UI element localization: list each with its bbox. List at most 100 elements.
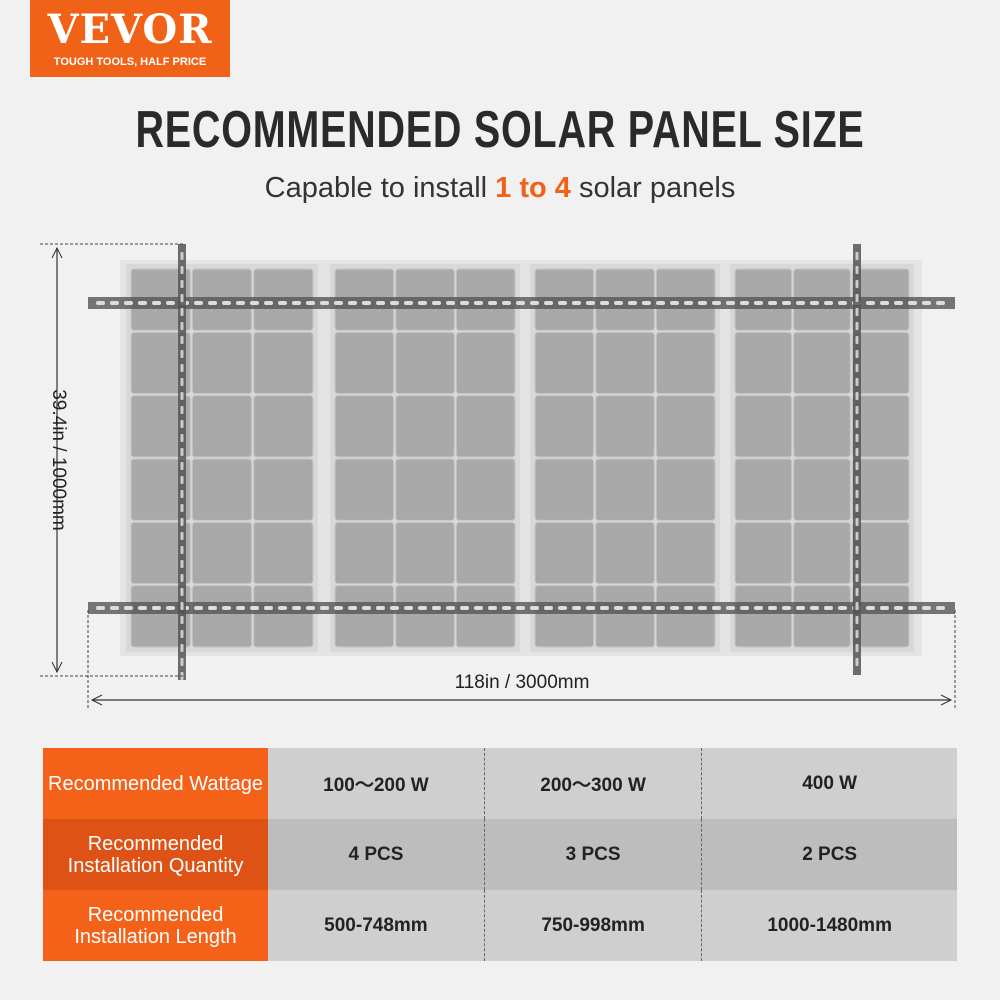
solar-cell [734,521,793,585]
rail-slot [894,301,903,305]
rail-slot [362,301,371,305]
solar-cell [130,585,191,648]
bracket-slot [180,294,184,302]
solar-cell [595,395,655,458]
solar-cell [395,395,455,458]
rail-slot [684,606,693,610]
bracket-slot [180,658,184,666]
solar-cell [130,331,191,395]
solar-cell [534,458,595,521]
solar-cell [793,331,851,395]
recommendation-table: Recommended Wattage 100～200 W 200～300 W … [43,748,957,961]
rail-slot [110,301,119,305]
solar-cell [395,521,455,585]
bracket-slot [180,476,184,484]
bracket-slot [855,280,859,288]
rail-slot [810,606,819,610]
rail-slot [572,606,581,610]
row-header: Recommended Wattage [43,748,268,819]
rail-slot [432,301,441,305]
rail-slot [488,301,497,305]
rail-slot [530,301,539,305]
bracket-slot [180,532,184,540]
rail-slot [502,301,511,305]
bracket-slot [855,658,859,666]
solar-cell [851,395,910,458]
rail-slot [824,606,833,610]
subtitle-highlight: 1 to 4 [495,172,571,204]
solar-cell [253,521,314,585]
rail-slot [810,301,819,305]
table-cell: 500-748mm [268,890,485,961]
rail-slot [208,301,217,305]
bracket-slot [855,378,859,386]
bracket-slot [180,490,184,498]
table-row: Recommended Installation Length 500-748m… [43,890,957,961]
rail-slot [278,606,287,610]
bracket-slot [855,420,859,428]
rail-slot [754,301,763,305]
rail-slot [516,301,525,305]
rail-slot [194,606,203,610]
rail-slot [740,301,749,305]
bracket-slot [180,462,184,470]
bracket-slot [180,588,184,596]
rail-slot [96,301,105,305]
solar-cell [334,585,395,648]
rail-slot [348,606,357,610]
table-cell: 100～200 W [268,748,485,819]
rail-slot [740,606,749,610]
solar-cell [191,395,253,458]
bracket-slot [180,280,184,288]
rail-slot [236,606,245,610]
solar-cell [595,521,655,585]
solar-cell [793,395,851,458]
height-dimension-label: 39.4in / 1000mm [48,389,69,531]
solar-cell [595,458,655,521]
rail-slot [348,301,357,305]
rail-slot [880,301,889,305]
rail-slot [768,301,777,305]
rail-slot [138,301,147,305]
solar-cell [851,521,910,585]
rail-slot [334,606,343,610]
bracket-slot [180,252,184,260]
rail-slot [264,301,273,305]
rail-slot [754,606,763,610]
solar-panel-diagram [40,243,956,710]
rail-slot [936,301,945,305]
bracket-slot [180,266,184,274]
bracket-slot [180,336,184,344]
bracket-slot [180,602,184,610]
solar-cell [534,395,595,458]
rail-slot [922,606,931,610]
rail-slot [768,606,777,610]
bracket-slot [855,588,859,596]
rail-slot [656,606,665,610]
bracket-slot [180,378,184,386]
solar-cell [655,331,716,395]
solar-cell [253,395,314,458]
bracket-slot [855,518,859,526]
rail-slot [922,301,931,305]
rail-slot [712,301,721,305]
bracket-slot [855,266,859,274]
arrowhead-icon [51,246,63,674]
bracket-slot [855,546,859,554]
row-header: Recommended Installation Quantity [43,819,268,890]
rail-slot [320,606,329,610]
rail-slot [488,606,497,610]
solar-cell [734,331,793,395]
rail-slot [460,301,469,305]
solar-cell [253,458,314,521]
rail-slot [614,301,623,305]
rail-slot [418,606,427,610]
rail-slot [404,301,413,305]
rail-slot [446,606,455,610]
bracket-slot [180,644,184,652]
rail-slot [236,301,245,305]
rail-slot [96,606,105,610]
rail-slot [670,301,679,305]
solar-cell [734,585,793,648]
bracket-slot [855,252,859,260]
